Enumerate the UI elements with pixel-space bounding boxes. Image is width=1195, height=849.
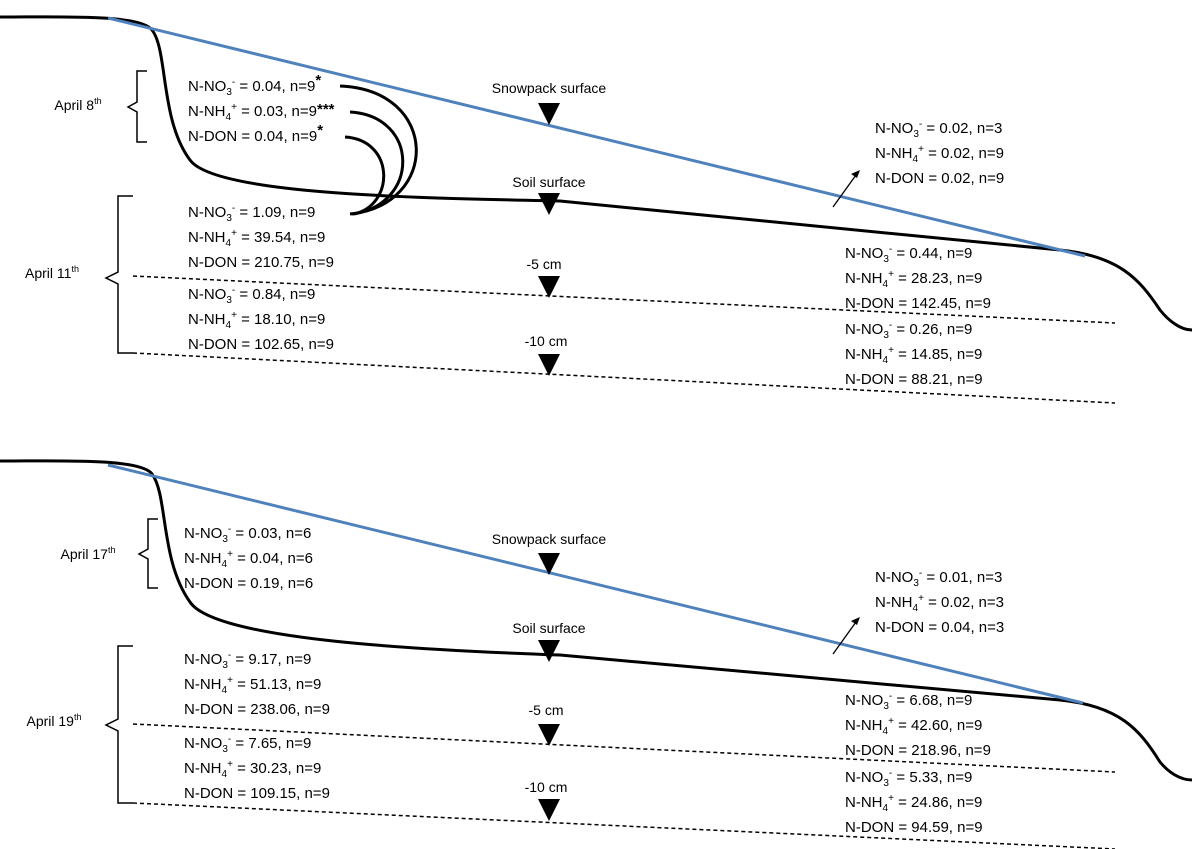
measurement-no3: N-NO3- = 6.68, n=9	[845, 691, 972, 712]
measurement-no3: N-NO3- = 0.04, n=9*	[188, 72, 321, 98]
snowpack-surface-line	[107, 16, 1086, 258]
depth-5cm-marker-triangle	[538, 276, 560, 298]
snowpack-marker-triangle	[538, 103, 560, 125]
measurement-nh4: N-NH4+ = 51.13, n=9	[184, 675, 321, 696]
depth-5cm-label: -5 cm	[529, 702, 564, 718]
snow-date-bracket	[137, 518, 158, 589]
measurement-don: N-DON = 0.04, n=9*	[188, 122, 323, 145]
snow-sampling-date: April 17th	[61, 545, 116, 562]
snow-left-values: N-NO3- = 0.04, n=9* N-NH4+ = 0.03, n=9***…	[188, 72, 335, 145]
measurement-no3: N-NO3- = 7.65, n=9	[184, 734, 311, 755]
snow-date-bracket	[126, 70, 147, 143]
measurement-don: N-DON = 94.59, n=9	[845, 819, 983, 836]
snow-right-values: N-NO3- = 0.02, n=3 N-NH4+ = 0.02, n=9 N-DO…	[875, 119, 1004, 187]
measurement-no3: N-NO3- = 0.01, n=3	[875, 568, 1002, 589]
soil-left-bottom-values: N-NO3- = 0.84, n=9 N-NH4+ = 18.10, n=9 N-D…	[188, 285, 334, 353]
soil-left-bottom-values: N-NO3- = 7.65, n=9 N-NH4+ = 30.23, n=9 N-D…	[184, 734, 330, 802]
snowpack-surface-label: Snowpack surface	[492, 531, 607, 547]
depth-5cm-marker-triangle	[538, 724, 560, 746]
soil-marker-triangle	[538, 193, 560, 215]
snow-right-values: N-NO3- = 0.01, n=3 N-NH4+ = 0.02, n=3 N-DO…	[875, 568, 1004, 636]
measurement-nh4: N-NH4+ = 18.10, n=9	[188, 310, 325, 331]
measurement-don: N-DON = 238.06, n=9	[184, 701, 330, 718]
depth-10cm-label: -10 cm	[525, 779, 568, 795]
measurement-no3: N-NO3- = 5.33, n=9	[845, 768, 972, 789]
snow-left-values: N-NO3- = 0.03, n=6 N-NH4+ = 0.04, n=6 N-DO…	[184, 524, 313, 592]
soil-surface-label: Soil surface	[512, 174, 585, 190]
depth-line-5cm	[132, 275, 1116, 324]
soil-left-top-values: N-NO3- = 1.09, n=9 N-NH4+ = 39.54, n=9 N-D…	[188, 203, 334, 271]
measurement-no3: N-NO3- = 0.84, n=9	[188, 285, 315, 306]
measurement-don: N-DON = 88.21, n=9	[845, 371, 983, 388]
measurement-don: N-DON = 0.02, n=9	[875, 170, 1004, 187]
depth-line-10cm	[132, 802, 1116, 849]
measurement-no3: N-NO3- = 0.26, n=9	[845, 320, 972, 341]
measurement-nh4: N-NH4+ = 24.86, n=9	[845, 793, 982, 814]
snow-sampling-date: April 8th	[54, 96, 101, 113]
connector-arc-don	[344, 135, 386, 216]
soil-sampling-date: April 19th	[27, 712, 82, 729]
depth-10cm-marker-triangle	[538, 799, 560, 821]
measurement-don: N-DON = 218.96, n=9	[845, 742, 991, 759]
flux-arrow-line	[832, 174, 857, 208]
depth-10cm-marker-triangle	[538, 354, 560, 376]
ground-surface-line	[0, 15, 1193, 332]
ground-surface-line	[0, 459, 1193, 782]
soil-right-top-values: N-NO3- = 0.44, n=9 N-NH4+ = 28.23, n=9 N-D…	[845, 244, 991, 312]
soil-surface-label: Soil surface	[512, 620, 585, 636]
measurement-don: N-DON = 102.65, n=9	[188, 336, 334, 353]
measurement-nh4: N-NH4+ = 39.54, n=9	[188, 228, 325, 249]
depth-line-5cm	[132, 723, 1116, 773]
measurement-nh4: N-NH4+ = 30.23, n=9	[184, 759, 321, 780]
soil-right-bottom-values: N-NO3- = 0.26, n=9 N-NH4+ = 14.85, n=9 N-D…	[845, 320, 983, 388]
measurement-nh4: N-NH4+ = 42.60, n=9	[845, 716, 982, 737]
soil-left-top-values: N-NO3- = 9.17, n=9 N-NH4+ = 51.13, n=9 N-D…	[184, 650, 330, 718]
measurement-no3: N-NO3- = 0.02, n=3	[875, 119, 1002, 140]
connector-arc-nh4	[349, 110, 405, 216]
measurement-nh4: N-NH4+ = 0.02, n=3	[875, 593, 1004, 614]
measurement-nh4: N-NH4+ = 28.23, n=9	[845, 269, 982, 290]
measurement-nh4: N-NH4+ = 0.02, n=9	[875, 144, 1004, 165]
flux-arrow-head	[851, 617, 860, 625]
soil-right-bottom-values: N-NO3- = 5.33, n=9 N-NH4+ = 24.86, n=9 N-D…	[845, 768, 983, 836]
measurement-nh4: N-NH4+ = 14.85, n=9	[845, 345, 982, 366]
depth-10cm-label: -10 cm	[525, 333, 568, 349]
depth-line-10cm	[132, 352, 1116, 404]
measurement-nh4: N-NH4+ = 0.03, n=9***	[188, 101, 335, 123]
soil-marker-triangle	[538, 640, 560, 662]
panel-1: Snowpack surface Soil surface -5 cm -10 …	[0, 15, 1193, 404]
measurement-no3: N-NO3- = 9.17, n=9	[184, 650, 311, 671]
depth-5cm-label: -5 cm	[527, 256, 562, 272]
snowpack-marker-triangle	[538, 553, 560, 575]
soil-sampling-date: April 11th	[25, 264, 79, 281]
flux-arrow-line	[832, 621, 857, 655]
measurement-don: N-DON = 0.19, n=6	[184, 575, 313, 592]
measurement-don: N-DON = 142.45, n=9	[845, 295, 991, 312]
measurement-no3: N-NO3- = 0.03, n=6	[184, 524, 311, 545]
measurement-no3: N-NO3- = 0.44, n=9	[845, 244, 972, 265]
panel-2: Snowpack surface Soil surface -5 cm -10 …	[0, 459, 1193, 849]
soil-right-top-values: N-NO3- = 6.68, n=9 N-NH4+ = 42.60, n=9 N-D…	[845, 691, 991, 759]
measurement-no3: N-NO3- = 1.09, n=9	[188, 203, 315, 224]
snowpack-surface-line	[107, 463, 1084, 705]
measurement-don: N-DON = 210.75, n=9	[188, 254, 334, 271]
measurement-don: N-DON = 109.15, n=9	[184, 785, 330, 802]
flux-arrow-head	[851, 170, 860, 178]
measurement-don: N-DON = 0.04, n=3	[875, 619, 1004, 636]
soil-date-bracket	[104, 195, 133, 354]
snowpack-surface-label: Snowpack surface	[492, 80, 607, 96]
measurement-nh4: N-NH4+ = 0.04, n=6	[184, 549, 313, 570]
soil-date-bracket	[104, 645, 133, 804]
